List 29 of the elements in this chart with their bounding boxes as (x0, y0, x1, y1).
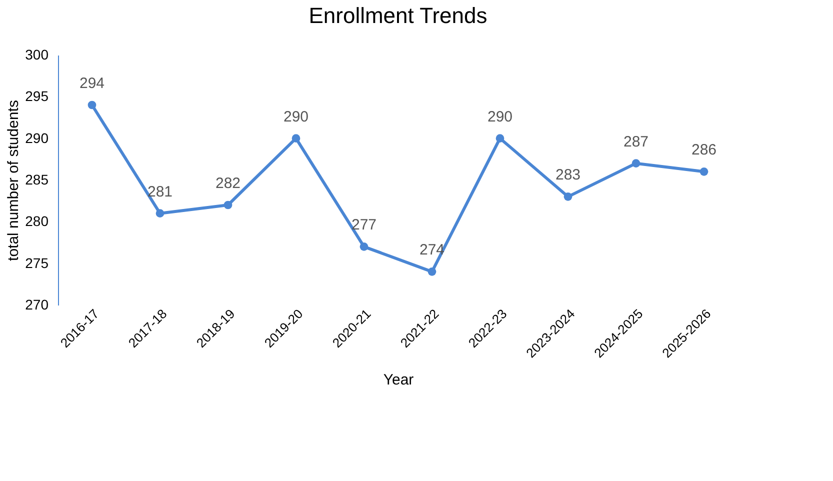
point (88, 100, 96, 110)
y-tick-label: 295 (25, 88, 49, 104)
data-label: 282 (215, 175, 241, 192)
data-label: 286 (691, 142, 717, 159)
point (700, 167, 708, 176)
y-tick-label: 285 (25, 172, 49, 188)
data-label: 287 (623, 133, 649, 150)
point (496, 134, 504, 143)
data-label: 290 (283, 108, 309, 126)
point (360, 242, 368, 251)
y-tick-label: 270 (25, 296, 49, 312)
y-tick-label: 275 (25, 254, 49, 271)
y-tick-label: 280 (25, 213, 49, 230)
data-label: 277 (351, 216, 377, 234)
data-label: 290 (487, 108, 513, 126)
point (632, 159, 640, 168)
y-tick-label: 300 (25, 46, 49, 62)
y-axis-title: total number of students (5, 100, 22, 261)
point (224, 200, 232, 210)
point (156, 209, 164, 218)
data-label: 294 (79, 75, 105, 92)
point (428, 267, 436, 276)
chart-title: Enrollment Trends (308, 3, 488, 28)
point (292, 134, 300, 143)
point (564, 192, 572, 201)
y-tick-label: 290 (25, 130, 49, 146)
x-axis-title: Year (383, 372, 414, 389)
data-label: 281 (147, 183, 173, 200)
data-label: 283 (555, 166, 581, 184)
